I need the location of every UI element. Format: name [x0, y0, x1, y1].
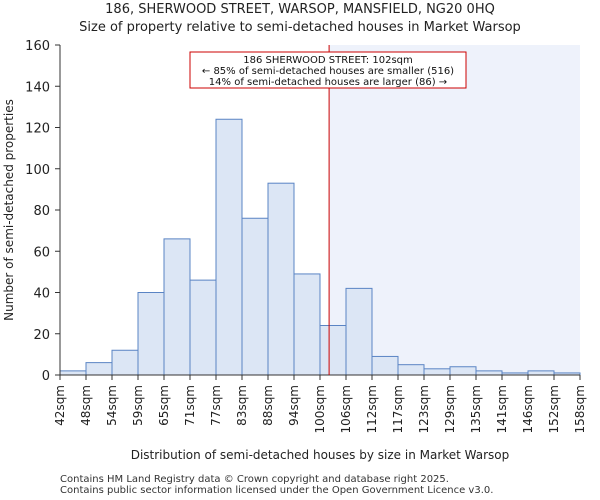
chart-subtitle: Size of property relative to semi-detach…: [79, 20, 521, 35]
x-tick-label-94sqm: 94sqm: [287, 385, 301, 426]
bar-146sqm: [527, 370, 555, 376]
bar-123sqm: [423, 368, 451, 376]
y-tick-label-100: 100: [25, 163, 50, 178]
x-tick-label-88sqm: 88sqm: [261, 385, 275, 426]
y-tick-label-80: 80: [33, 204, 50, 219]
y-tick-label-140: 140: [25, 80, 50, 95]
x-tick-label-100sqm: 100sqm: [313, 385, 327, 433]
bar-59sqm: [137, 292, 165, 376]
x-tick-label-83sqm: 83sqm: [235, 385, 249, 426]
bar-94sqm: [293, 273, 321, 376]
bar-117sqm: [397, 364, 425, 376]
x-tick-label-65sqm: 65sqm: [157, 385, 171, 426]
x-tick-label-146sqm: 146sqm: [521, 385, 535, 433]
x-tick-label-158sqm: 158sqm: [573, 385, 587, 433]
footer-copyright: Contains HM Land Registry data © Crown c…: [60, 474, 449, 485]
x-tick-label-117sqm: 117sqm: [391, 385, 405, 433]
bar-42sqm: [59, 370, 87, 376]
x-tick-label-59sqm: 59sqm: [131, 385, 145, 426]
x-tick-label-129sqm: 129sqm: [443, 385, 457, 433]
bar-83sqm: [241, 217, 269, 376]
y-tick-label-120: 120: [25, 122, 50, 137]
x-tick-label-106sqm: 106sqm: [339, 385, 353, 433]
y-tick-label-60: 60: [33, 245, 50, 260]
annotation-line-2: ← 85% of semi-detached houses are smalle…: [202, 66, 454, 77]
y-tick-label-0: 0: [42, 369, 50, 384]
annotation-box: [189, 51, 467, 89]
x-tick-label-135sqm: 135sqm: [469, 385, 483, 433]
bar-54sqm: [111, 349, 139, 376]
annotation-line-3: 14% of semi-detached houses are larger (…: [209, 77, 447, 88]
y-tick-label-20: 20: [33, 328, 50, 343]
bar-100sqm: [319, 325, 347, 376]
x-tick-label-123sqm: 123sqm: [417, 385, 431, 433]
x-tick-label-141sqm: 141sqm: [495, 385, 509, 433]
x-tick-label-71sqm: 71sqm: [183, 385, 197, 426]
bar-65sqm: [163, 238, 191, 376]
y-axis-label: Number of semi-detached properties: [2, 99, 16, 321]
y-tick-label-40: 40: [33, 287, 50, 302]
bar-88sqm: [267, 182, 295, 376]
x-tick-label-42sqm: 42sqm: [53, 385, 67, 426]
chart-title: 186, SHERWOOD STREET, WARSOP, MANSFIELD,…: [105, 2, 495, 17]
bar-129sqm: [449, 366, 477, 376]
bar-135sqm: [475, 370, 503, 376]
x-tick-label-54sqm: 54sqm: [105, 385, 119, 426]
bar-48sqm: [85, 362, 113, 376]
x-axis-label: Distribution of semi-detached houses by …: [131, 448, 510, 462]
annotation-line-1: 186 SHERWOOD STREET: 102sqm: [243, 55, 413, 66]
bar-106sqm: [345, 287, 373, 376]
bar-112sqm: [371, 355, 399, 376]
x-tick-label-152sqm: 152sqm: [547, 385, 561, 433]
x-tick-label-48sqm: 48sqm: [79, 385, 93, 426]
y-tick-label-160: 160: [25, 39, 50, 54]
bar-71sqm: [189, 279, 217, 376]
x-tick-label-112sqm: 112sqm: [365, 385, 379, 433]
bar-77sqm: [215, 118, 243, 376]
footer-licence: Contains public sector information licen…: [60, 485, 494, 496]
x-tick-label-77sqm: 77sqm: [209, 385, 223, 426]
